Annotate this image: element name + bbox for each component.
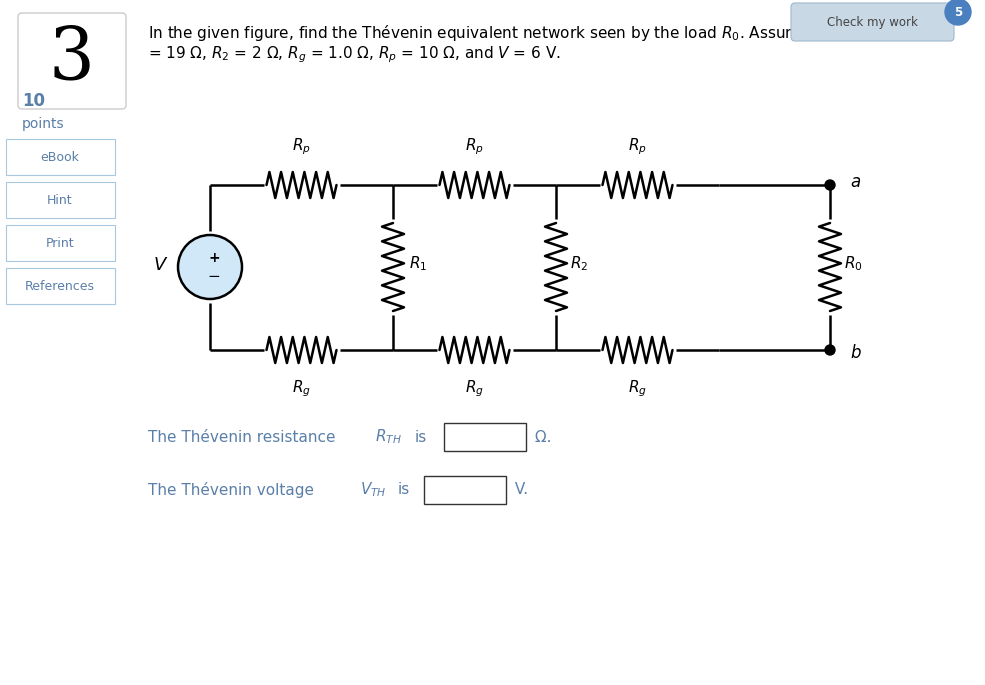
- Text: points: points: [22, 117, 65, 131]
- Text: The Thévenin voltage: The Thévenin voltage: [148, 482, 319, 498]
- Text: $b$: $b$: [850, 344, 862, 362]
- Circle shape: [178, 235, 242, 299]
- FancyBboxPatch shape: [424, 476, 506, 504]
- FancyBboxPatch shape: [6, 268, 115, 304]
- Text: +: +: [208, 251, 220, 265]
- Text: = 19 Ω, $R_2$ = 2 Ω, $R_g$ = 1.0 Ω, $R_p$ = 10 Ω, and $V$ = 6 V.: = 19 Ω, $R_2$ = 2 Ω, $R_g$ = 1.0 Ω, $R_p…: [148, 45, 560, 65]
- Text: $R_p$: $R_p$: [465, 136, 484, 157]
- Text: 3: 3: [49, 24, 95, 95]
- Text: Ω.: Ω.: [530, 429, 552, 445]
- Text: $R_1$: $R_1$: [409, 255, 427, 273]
- Text: $R_g$: $R_g$: [628, 378, 647, 399]
- FancyBboxPatch shape: [444, 423, 526, 451]
- Text: $R_2$: $R_2$: [570, 255, 588, 273]
- Circle shape: [945, 0, 971, 25]
- Text: Check my work: Check my work: [826, 16, 917, 29]
- FancyBboxPatch shape: [6, 182, 115, 218]
- Text: $R_{TH}$: $R_{TH}$: [375, 427, 402, 447]
- Text: 5: 5: [953, 5, 962, 18]
- Circle shape: [825, 180, 835, 190]
- Text: is: is: [415, 429, 427, 445]
- FancyBboxPatch shape: [18, 13, 126, 109]
- Text: is: is: [398, 482, 410, 497]
- Text: $R_g$: $R_g$: [465, 378, 484, 399]
- Text: eBook: eBook: [40, 151, 80, 164]
- Text: Hint: Hint: [47, 193, 73, 206]
- Text: $V$: $V$: [153, 256, 168, 274]
- Text: In the given figure, find the Thévenin equivalent network seen by the load $R_0$: In the given figure, find the Thévenin e…: [148, 23, 832, 43]
- Text: $V_{TH}$: $V_{TH}$: [360, 481, 387, 499]
- Text: References: References: [25, 279, 95, 292]
- Text: $a$: $a$: [850, 173, 861, 191]
- FancyBboxPatch shape: [6, 139, 115, 175]
- FancyBboxPatch shape: [6, 225, 115, 261]
- Text: $R_p$: $R_p$: [293, 136, 311, 157]
- Circle shape: [825, 345, 835, 355]
- Text: The Thévenin resistance: The Thévenin resistance: [148, 429, 341, 445]
- Text: 10: 10: [22, 92, 45, 110]
- Text: −: −: [208, 269, 221, 284]
- Text: V.: V.: [510, 482, 528, 497]
- Text: $R_0$: $R_0$: [844, 255, 863, 273]
- FancyBboxPatch shape: [791, 3, 954, 41]
- Text: $R_p$: $R_p$: [628, 136, 647, 157]
- Text: Print: Print: [45, 236, 74, 249]
- Text: $R_g$: $R_g$: [292, 378, 311, 399]
